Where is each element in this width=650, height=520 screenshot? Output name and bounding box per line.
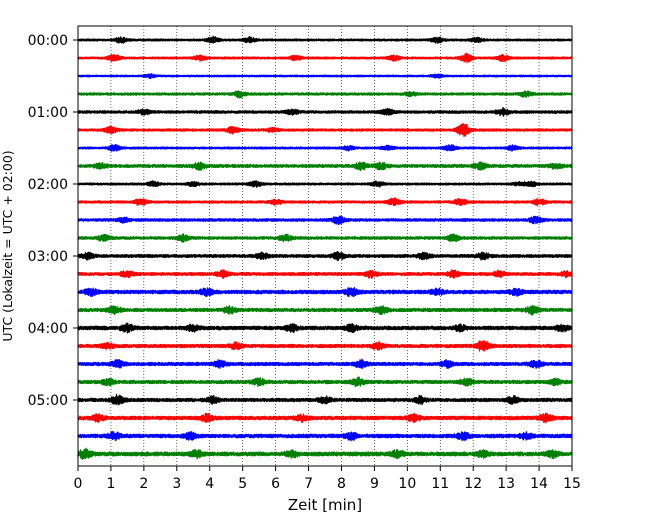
trace-0330 [77, 287, 573, 298]
trace-0115 [77, 122, 573, 138]
trace-0300 [77, 250, 573, 262]
x-tick-label: 5 [238, 476, 247, 492]
y-axis-label: UTC (Lokalzeit = UTC + 02:00) [0, 150, 15, 341]
trace-layer [77, 35, 573, 460]
trace-0200 [77, 180, 573, 188]
x-tick-label: 10 [398, 476, 416, 492]
y-tick-label: 05:00 [28, 393, 68, 409]
grid-layer [110, 26, 540, 466]
x-tick-label: 13 [497, 476, 515, 492]
x-tick-label: 9 [370, 476, 379, 492]
trace-0315 [77, 269, 573, 279]
y-axis: 00:00 01:00 02:00 03:00 04:00 05:00 [28, 33, 78, 409]
x-tick-label: 15 [563, 476, 581, 492]
trace-0445 [77, 376, 573, 388]
y-tick-label: 02:00 [28, 177, 68, 193]
trace-0415 [77, 340, 573, 352]
x-tick-label: 6 [271, 476, 280, 492]
x-tick-label: 8 [337, 476, 346, 492]
y-tick-label: 04:00 [28, 321, 68, 337]
y-tick-label: 03:00 [28, 249, 68, 265]
x-tick-label: 12 [464, 476, 482, 492]
trace-0230 [77, 215, 573, 226]
x-tick-label: 3 [172, 476, 181, 492]
trace-0215 [77, 197, 573, 207]
x-tick-label: 14 [530, 476, 548, 492]
trace-0545 [77, 447, 573, 460]
y-tick-label: 01:00 [28, 105, 68, 121]
trace-0100 [77, 106, 573, 117]
x-axis: 0 1 2 3 4 5 6 7 8 9 10 11 12 13 14 15 [74, 466, 581, 492]
x-tick-label: 11 [431, 476, 449, 492]
x-tick-label: 2 [139, 476, 148, 492]
x-tick-label: 4 [205, 476, 214, 492]
trace-0400 [77, 322, 573, 334]
trace-0515 [77, 412, 573, 424]
trace-0145 [77, 161, 573, 172]
x-axis-label: Zeit [min] [288, 496, 362, 514]
trace-0245 [77, 233, 573, 243]
trace-0015 [77, 52, 573, 64]
trace-0000 [77, 35, 573, 44]
x-tick-label: 0 [74, 476, 83, 492]
trace-0045 [77, 90, 573, 99]
plot-frame [77, 25, 573, 467]
trace-0530 [77, 430, 573, 442]
y-tick-label: 00:00 [28, 33, 68, 49]
x-tick-label: 1 [106, 476, 115, 492]
x-tick-label: 7 [304, 476, 313, 492]
trace-0500 [77, 393, 573, 406]
trace-0030 [77, 73, 573, 80]
trace-0130 [77, 144, 573, 152]
trace-0345 [77, 304, 573, 316]
trace-0430 [77, 358, 573, 369]
